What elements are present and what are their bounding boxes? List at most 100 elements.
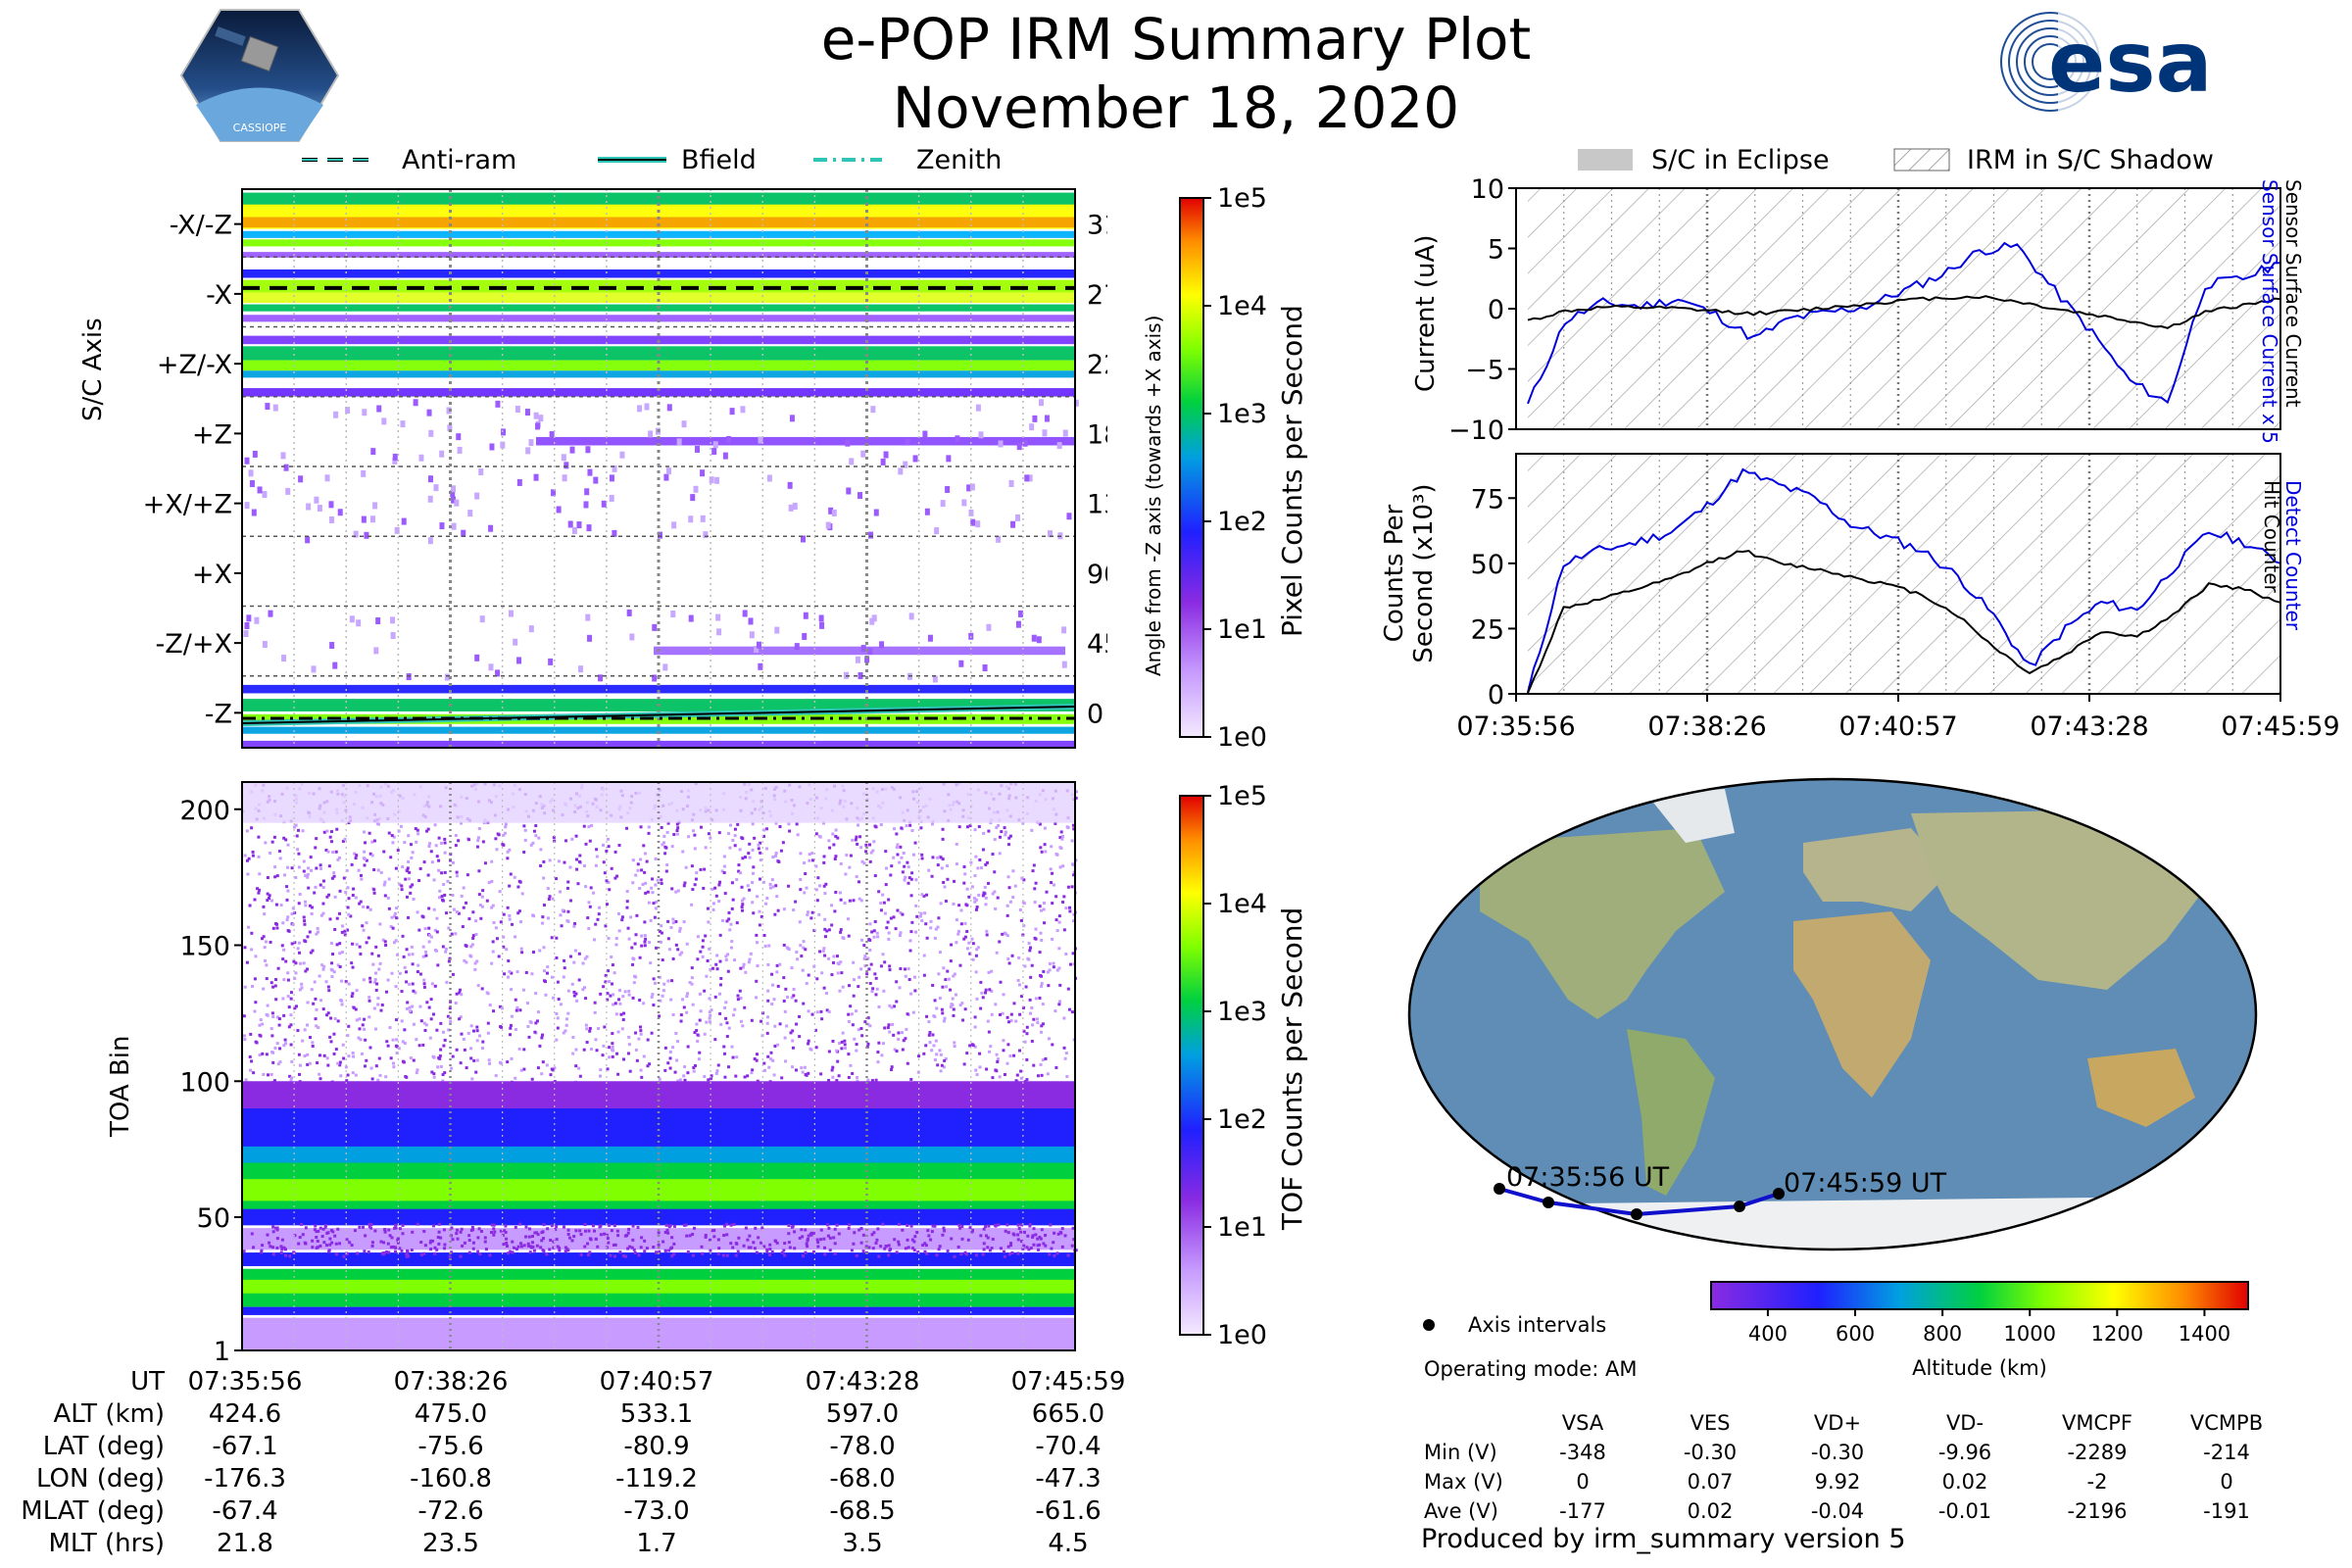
toa-pixel — [838, 989, 842, 993]
toa-pixel — [748, 888, 752, 892]
toa-pixel — [890, 1065, 894, 1069]
toa-pixel — [804, 1228, 808, 1232]
toa-pixel — [539, 1246, 543, 1250]
toa-pixel — [822, 947, 826, 951]
toa-pixel — [833, 909, 837, 913]
toa-pixel — [400, 884, 404, 888]
toa-pixel — [429, 850, 433, 854]
toa-pixel — [824, 882, 828, 886]
toa-pixel — [912, 1240, 916, 1244]
heatmap-band — [242, 335, 1075, 345]
toa-pixel — [394, 939, 398, 943]
footer-cell: 665.0 — [1031, 1399, 1105, 1429]
toa-pixel — [653, 981, 657, 985]
toa-pixel — [761, 880, 765, 884]
toa-pixel — [987, 881, 991, 885]
heatmap-pixel — [474, 492, 480, 500]
toa-pixel — [1072, 873, 1076, 877]
toa-pixel — [389, 1056, 393, 1060]
toa-pixel — [439, 841, 443, 845]
toa-pixel — [740, 885, 744, 889]
toa-pixel — [771, 885, 775, 889]
toa-pixel — [259, 1018, 263, 1022]
toa-pixel — [794, 999, 798, 1003]
toa-pixel — [965, 929, 969, 933]
toa-pixel — [897, 1222, 901, 1226]
toa-pixel — [610, 955, 613, 958]
toa-pixel — [953, 972, 956, 976]
toa-pixel — [660, 924, 663, 928]
toa-pixel — [250, 985, 254, 989]
toa-pixel — [863, 1020, 867, 1024]
toa-pixel — [253, 977, 257, 981]
colorbar-tick-label: 1e2 — [1217, 507, 1267, 537]
toa-pixel — [909, 930, 913, 934]
toa-pixel — [403, 1042, 407, 1046]
heatmap-pixel — [576, 521, 582, 529]
toa-pixel — [887, 1244, 891, 1248]
heatmap-pixel — [390, 632, 396, 640]
heatmap-pixel — [516, 657, 522, 664]
toa-pixel — [869, 962, 873, 966]
toa-tick-label: 100 — [179, 1067, 230, 1098]
toa-pixel — [911, 1247, 915, 1250]
colorbar-tick-label: 1e0 — [1217, 1320, 1267, 1350]
toa-pixel — [369, 1066, 373, 1070]
toa-pixel — [752, 865, 756, 869]
toa-pixel — [852, 978, 856, 982]
toa-pixel — [518, 1222, 522, 1226]
toa-pixel — [406, 869, 410, 873]
toa-pixel — [1022, 902, 1026, 906]
toa-pixel — [1034, 927, 1038, 931]
toa-pixel — [639, 825, 643, 829]
heatmap-pixel — [372, 502, 378, 510]
toa-pixel — [587, 1253, 591, 1257]
toa-pixel — [523, 838, 527, 842]
toa-pixel — [1025, 1246, 1029, 1250]
toa-pixel — [483, 1240, 487, 1244]
colorbar-pixel-label: Pixel Counts per Second — [1276, 305, 1308, 637]
toa-pixel — [887, 937, 891, 941]
toa-pixel — [973, 828, 977, 832]
toa-pixel — [787, 1224, 791, 1228]
toa-pixel — [396, 849, 400, 853]
toa-pixel — [257, 855, 261, 858]
toa-band — [242, 1228, 1075, 1250]
toa-pixel — [634, 975, 638, 979]
toa-pixel — [243, 1038, 247, 1042]
toa-pixel — [1004, 830, 1007, 834]
greenland — [1646, 789, 1735, 843]
toa-pixel — [1009, 1012, 1013, 1016]
toa-pixel — [628, 1069, 632, 1073]
toa-pixel — [311, 949, 315, 953]
toa-pixel — [660, 931, 663, 935]
heatmap-pixel — [516, 478, 522, 486]
toa-pixel — [279, 904, 283, 907]
toa-pixel — [368, 907, 372, 911]
heatmap-pixel — [593, 476, 599, 484]
voltage-cell: 0.02 — [1941, 1470, 1988, 1494]
toa-pixel — [686, 1071, 690, 1075]
toa-pixel — [563, 966, 566, 970]
toa-pixel — [515, 970, 519, 974]
heatmap-pixel — [406, 673, 412, 681]
heatmap-pixel — [612, 465, 617, 472]
toa-pixel — [724, 955, 728, 958]
toa-pixel — [783, 1036, 787, 1040]
cassiope-logo: CASSIOPE — [179, 9, 340, 142]
heatmap-pixel — [996, 535, 1002, 543]
toa-pixel — [666, 1231, 670, 1235]
toa-pixel — [900, 826, 904, 830]
toa-pixel — [805, 1242, 808, 1246]
toa-pixel — [1033, 887, 1037, 891]
toa-pixel — [454, 1002, 458, 1005]
heatmap-band — [242, 740, 1075, 748]
toa-pixel — [469, 1047, 473, 1051]
toa-pixel — [766, 989, 770, 993]
toa-pixel — [924, 1244, 928, 1248]
toa-pixel — [818, 950, 822, 954]
toa-pixel — [467, 1250, 471, 1254]
toa-pixel — [375, 982, 379, 986]
toa-pixel — [1011, 895, 1015, 899]
toa-pixel — [479, 1229, 483, 1233]
